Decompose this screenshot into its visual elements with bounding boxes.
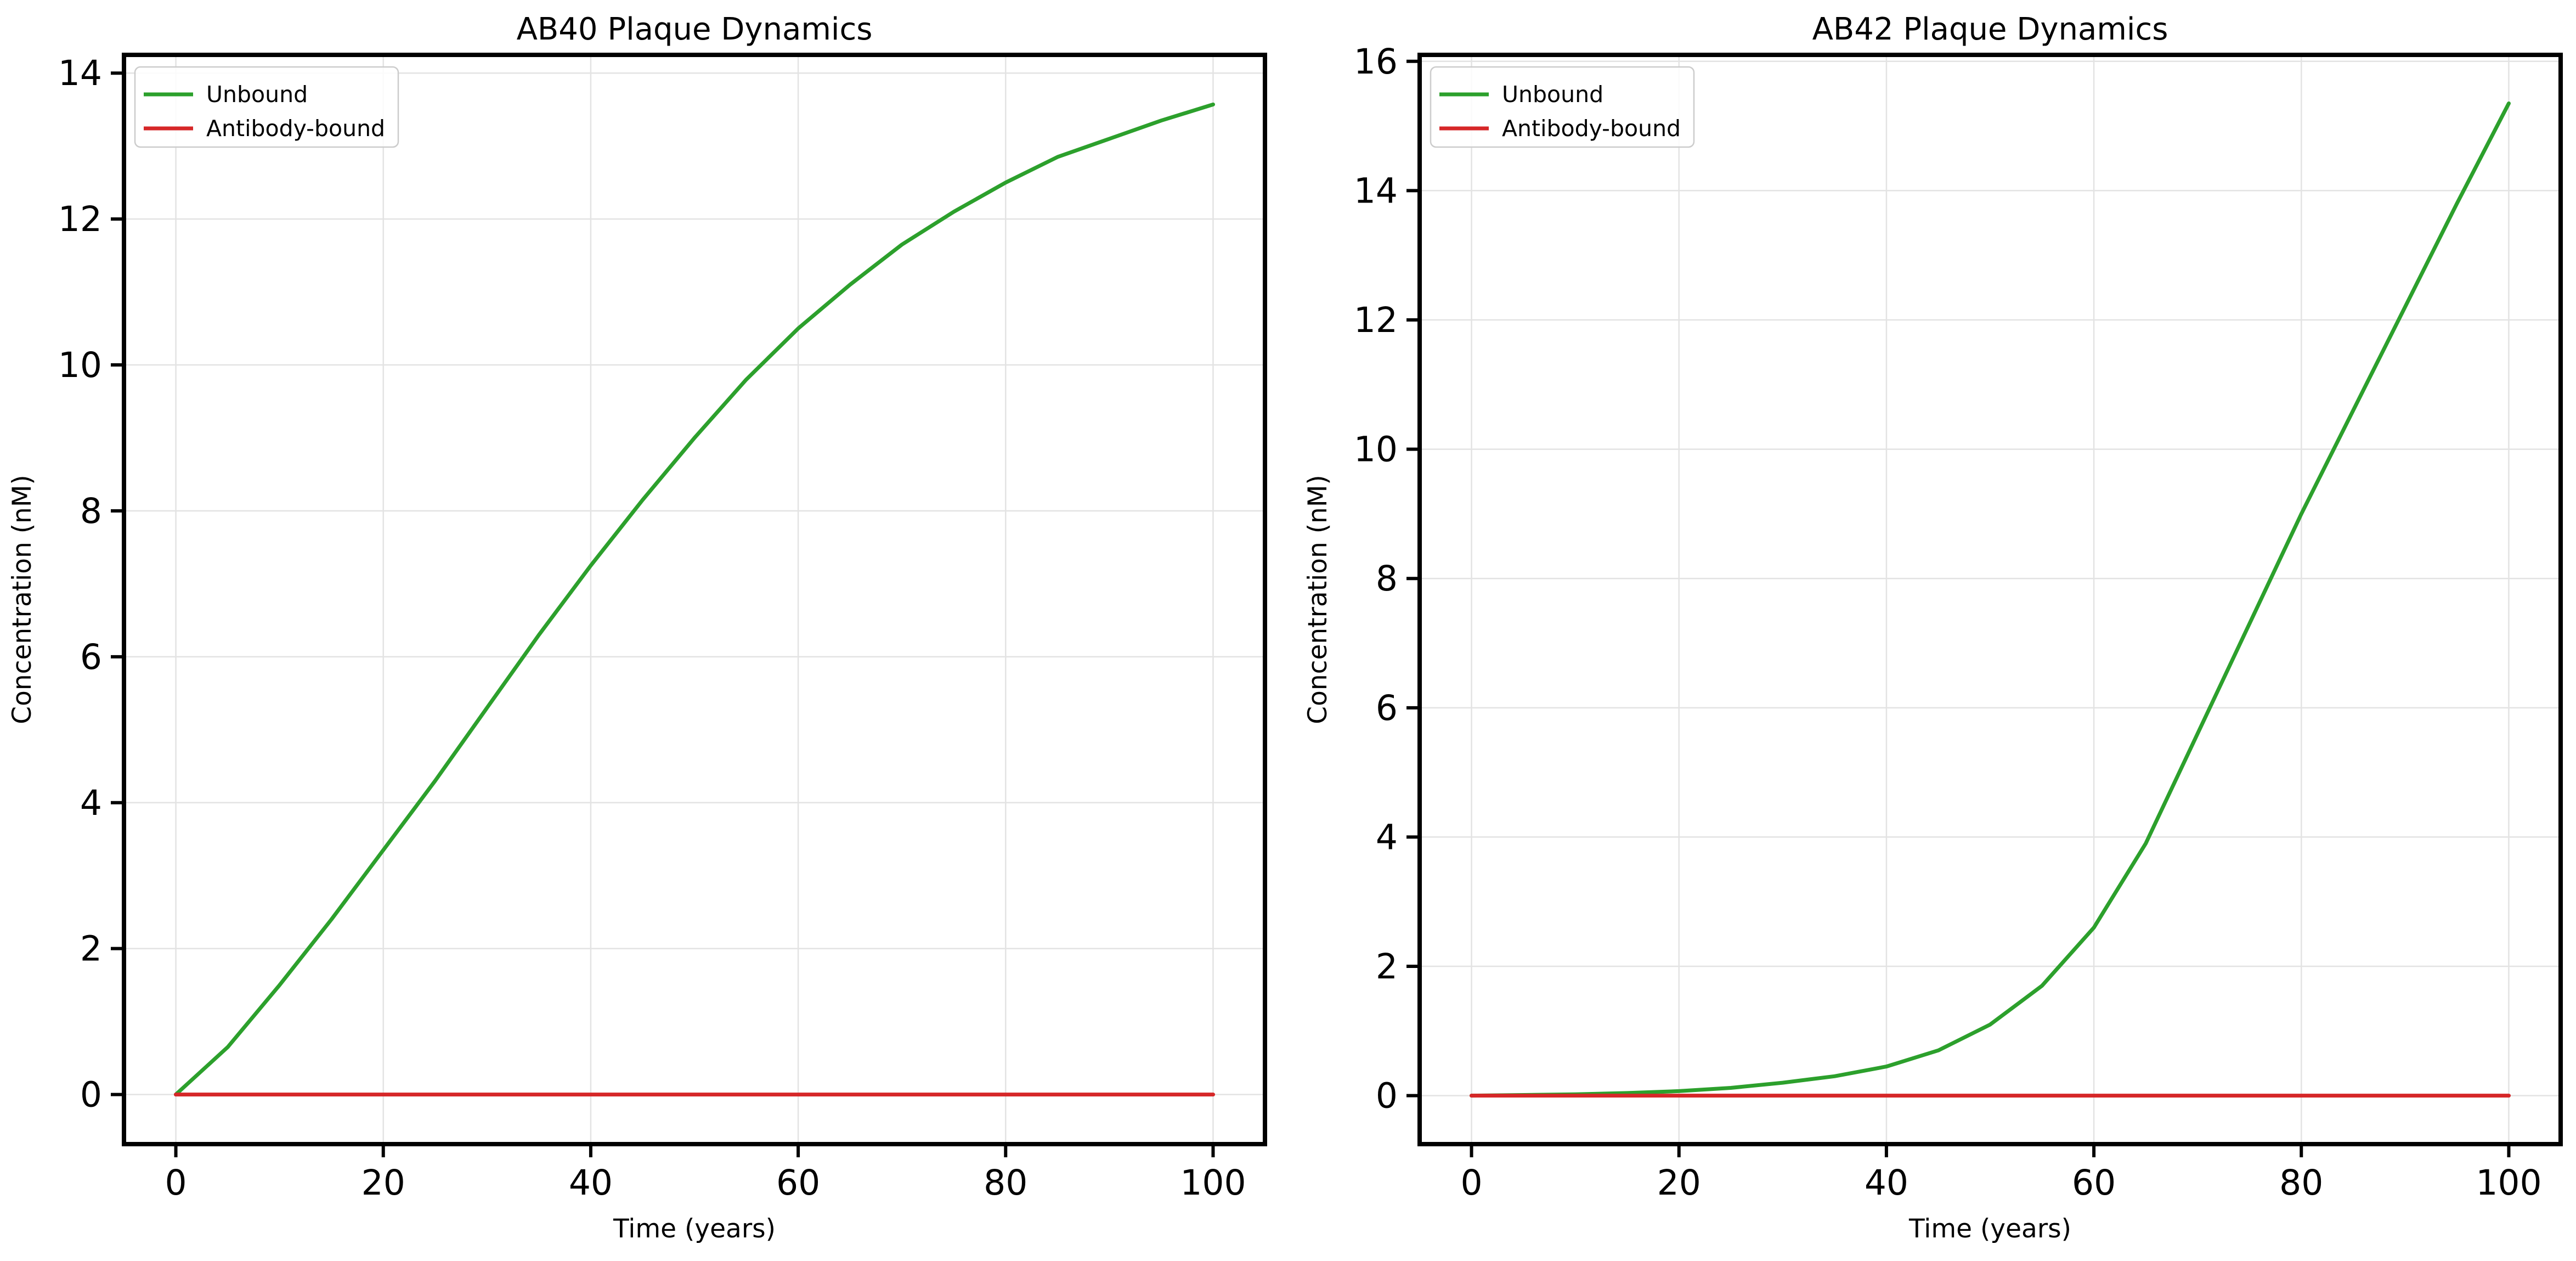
ab40-y-tick-label: 10 [58, 345, 102, 385]
ab42-y-tick-label: 10 [1354, 430, 1398, 470]
ab40-x-tick-label: 0 [165, 1163, 187, 1203]
ab40-y-tick-label: 8 [80, 491, 102, 531]
ab42-y-tick-label: 2 [1376, 947, 1398, 987]
ab42-y-tick-label: 8 [1376, 559, 1398, 599]
ab40-y-tick-label: 6 [80, 637, 102, 677]
ab40-legend: Unbound Antibody-bound [134, 66, 399, 148]
ab40-x-tick-label: 40 [569, 1163, 613, 1203]
ab42-y-tick-label: 0 [1376, 1076, 1398, 1116]
ab40-y-tick-label: 14 [58, 53, 102, 93]
ab40-x-tick-label: 60 [776, 1163, 820, 1203]
ab40-y-tick-label: 12 [58, 199, 102, 239]
ab42-x-tick-label: 20 [1657, 1163, 1701, 1203]
ab42-x-axis-label: Time (years) [1908, 1214, 2071, 1244]
ab40-y-tick-label: 2 [80, 929, 102, 969]
ab42-x-tick-label: 0 [1460, 1163, 1482, 1203]
ab42-y-axis-label: Concentration (nM) [1303, 475, 1333, 724]
ab40-x-axis-label: Time (years) [613, 1214, 776, 1244]
ab40-y-axis-label: Concentration (nM) [7, 475, 37, 724]
ab42-chart-title: AB42 Plaque Dynamics [1812, 12, 2168, 47]
ab42-y-tick-label: 16 [1354, 42, 1398, 82]
ab42-series-line-unbound [1470, 101, 2511, 1098]
ab40-y-tick-label: 0 [80, 1075, 102, 1115]
ab40-legend-label-unbound: Unbound [206, 81, 308, 108]
ab42-legend-box [1430, 66, 1695, 148]
ab40-chart: 0 20 40 60 80 100 0 2 4 6 8 10 12 14 AB40 Plaque Dynam… [7, 12, 1267, 1244]
ab42-y-tick-label: 4 [1376, 817, 1398, 857]
ab42-legend-label-antibody-bound: Antibody-bound [1502, 115, 1681, 142]
ab40-x-tick-label: 20 [361, 1163, 405, 1203]
ab42-x-tick-label: 80 [2279, 1163, 2323, 1203]
ab42-x-tick-label: 60 [2072, 1163, 2116, 1203]
ab40-legend-label-antibody-bound: Antibody-bound [206, 115, 385, 142]
ab42-x-tick-label: 40 [1865, 1163, 1908, 1203]
ab40-axes-frame [122, 53, 1267, 1146]
ab40-y-tick-label: 4 [80, 783, 102, 823]
ab42-x-tick-label: 100 [2476, 1163, 2541, 1203]
ab40-chart-title: AB40 Plaque Dynamics [517, 12, 873, 47]
ab40-x-tick-label: 80 [984, 1163, 1027, 1203]
ab40-legend-box [134, 66, 399, 148]
ab42-y-tick-label: 6 [1376, 688, 1398, 728]
ab40-series-line-unbound [174, 102, 1215, 1097]
ab42-chart: 0 20 40 60 80 100 0 2 4 6 8 10 12 14 16 AB42 Plaque Dyn… [1303, 12, 2563, 1244]
ab42-legend-label-unbound: Unbound [1502, 81, 1603, 108]
ab42-y-tick-label: 12 [1354, 300, 1398, 340]
ab42-legend: Unbound Antibody-bound [1430, 66, 1695, 148]
ab40-x-tick-label: 100 [1180, 1163, 1246, 1203]
ab42-axes-frame [1417, 53, 2563, 1146]
ab42-y-tick-label: 14 [1354, 171, 1398, 211]
